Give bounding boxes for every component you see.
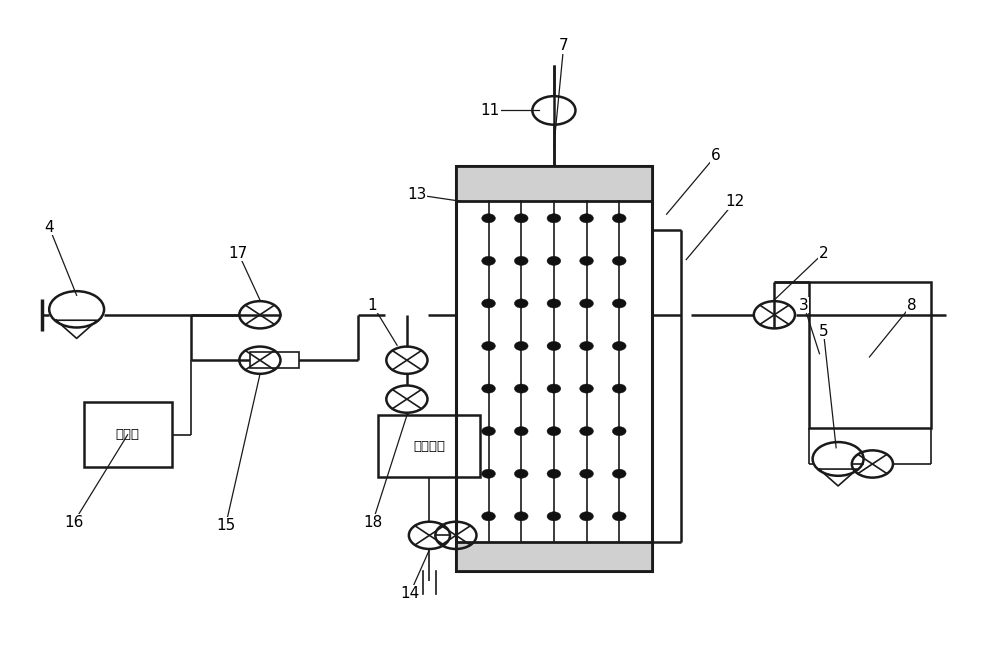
Text: 18: 18 [363, 515, 382, 530]
Circle shape [514, 256, 528, 265]
Circle shape [612, 469, 626, 478]
Circle shape [580, 342, 593, 351]
Circle shape [482, 299, 495, 308]
Text: 8: 8 [907, 297, 916, 312]
Text: 7: 7 [559, 38, 569, 53]
Circle shape [547, 469, 561, 478]
Bar [378, 415, 480, 477]
Circle shape [580, 384, 593, 393]
Circle shape [482, 469, 495, 478]
Circle shape [547, 426, 561, 436]
Text: 15: 15 [216, 518, 235, 533]
Circle shape [482, 342, 495, 351]
Circle shape [514, 512, 528, 521]
Text: 5: 5 [819, 324, 828, 338]
Circle shape [612, 342, 626, 351]
Text: 2: 2 [819, 246, 828, 261]
Circle shape [482, 384, 495, 393]
Circle shape [612, 256, 626, 265]
Circle shape [514, 299, 528, 308]
Circle shape [514, 342, 528, 351]
Circle shape [482, 256, 495, 265]
Text: 14: 14 [400, 587, 419, 601]
Circle shape [580, 256, 593, 265]
Circle shape [547, 384, 561, 393]
Circle shape [580, 512, 593, 521]
Bar [456, 166, 652, 571]
Circle shape [612, 426, 626, 436]
Bar [250, 352, 299, 368]
Text: 12: 12 [726, 194, 745, 209]
Circle shape [514, 426, 528, 436]
Circle shape [482, 512, 495, 521]
Circle shape [580, 469, 593, 478]
Circle shape [547, 256, 561, 265]
Circle shape [612, 214, 626, 223]
Text: 4: 4 [44, 220, 54, 235]
Circle shape [612, 299, 626, 308]
Text: 气源装置: 气源装置 [413, 440, 445, 453]
Circle shape [580, 426, 593, 436]
Text: 6: 6 [711, 148, 720, 164]
Circle shape [514, 469, 528, 478]
Text: 16: 16 [64, 515, 83, 530]
Text: 加药筱: 加药筱 [116, 428, 140, 442]
Circle shape [547, 512, 561, 521]
Text: 1: 1 [368, 297, 377, 312]
Circle shape [482, 426, 495, 436]
Bar [456, 542, 652, 571]
Bar [456, 166, 652, 201]
Circle shape [514, 384, 528, 393]
Bar [84, 402, 172, 467]
Circle shape [612, 512, 626, 521]
Circle shape [580, 214, 593, 223]
Circle shape [547, 214, 561, 223]
Text: 13: 13 [407, 187, 426, 203]
Text: 17: 17 [229, 246, 248, 261]
Circle shape [580, 299, 593, 308]
Circle shape [547, 342, 561, 351]
Circle shape [514, 214, 528, 223]
Bar [809, 283, 931, 428]
Text: 3: 3 [799, 297, 809, 312]
Circle shape [547, 299, 561, 308]
Circle shape [482, 214, 495, 223]
Text: 11: 11 [481, 103, 500, 118]
Circle shape [612, 384, 626, 393]
